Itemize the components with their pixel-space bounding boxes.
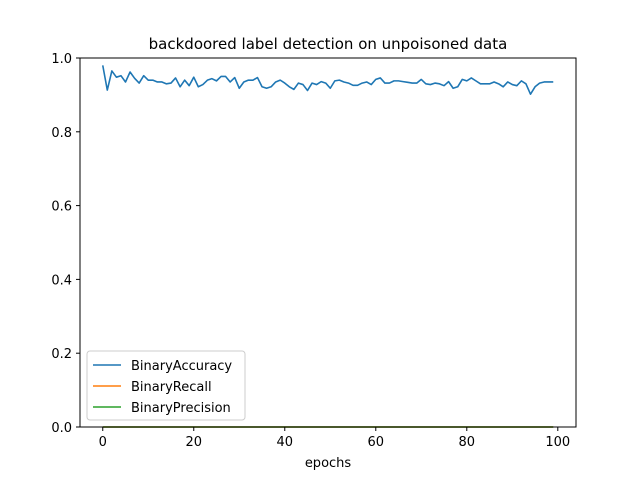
x-axis-label: epochs: [305, 456, 352, 471]
y-tick-label-1: 0.2: [51, 347, 72, 362]
axes-layer: 0 20 40 60 80 100 0.0 0.2 0.4 0.6 0.8 1.0: [51, 52, 577, 450]
x-tick-label-1: 20: [185, 435, 202, 450]
legend-label-2: BinaryPrecision: [131, 401, 231, 416]
chart-title: backdoored label detection on unpoisoned…: [149, 35, 508, 53]
y-tick-label-3: 0.6: [51, 200, 72, 215]
plot-frame: [79, 57, 577, 428]
legend-box: [86, 350, 246, 421]
x-tick-label-2: 40: [276, 435, 293, 450]
x-tick-label-5: 100: [545, 435, 570, 450]
y-tick-label-0: 0.0: [51, 421, 72, 436]
series-line-0: [101, 65, 554, 95]
x-tick-label-0: 0: [99, 435, 107, 450]
y-tick-label-2: 0.4: [51, 273, 72, 288]
y-tick-label-5: 1.0: [51, 52, 72, 67]
legend: BinaryAccuracy BinaryRecall BinaryPrecisio…: [86, 350, 246, 421]
x-tick-label-4: 80: [459, 435, 476, 450]
legend-label-0: BinaryAccuracy: [131, 359, 232, 374]
y-tick-label-4: 0.8: [51, 126, 72, 141]
legend-label-1: BinaryRecall: [131, 380, 212, 395]
x-tick-label-3: 60: [368, 435, 385, 450]
